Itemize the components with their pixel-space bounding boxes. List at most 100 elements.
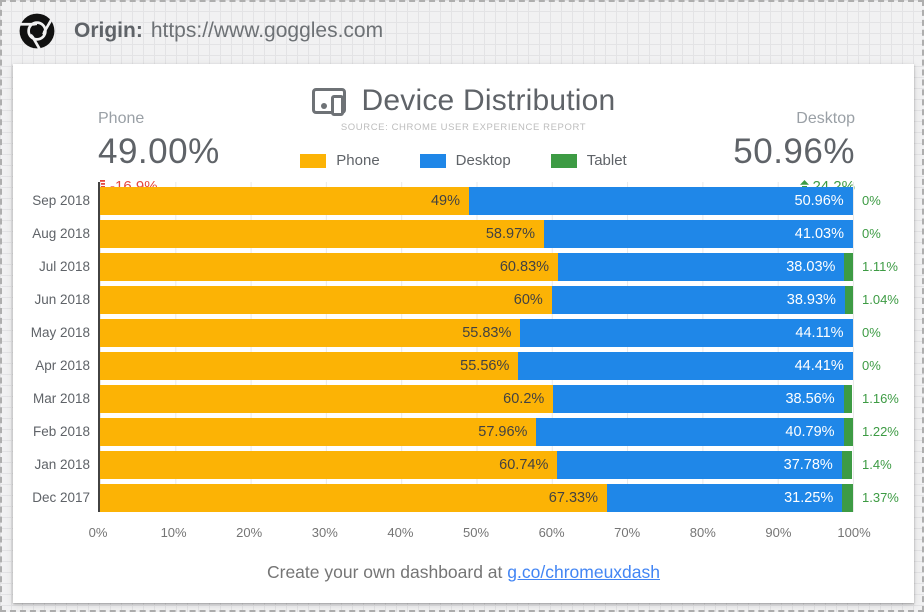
bar-segment-phone: 60.74% — [100, 451, 558, 479]
bar-value-label: 38.56% — [785, 391, 835, 407]
bar-segment-desktop: 40.79% — [536, 418, 844, 446]
origin-url: https://www.goggles.com — [150, 19, 384, 42]
tablet-value-label: 0% — [862, 193, 881, 208]
bar-segment-tablet — [844, 253, 853, 281]
bar-segment-phone: 58.97% — [100, 220, 545, 248]
bar-value-label: 37.78% — [783, 457, 833, 473]
tablet-value-label: 1.37% — [862, 490, 899, 505]
chart-row: Aug 2018 58.97% 41.03% 0% — [32, 220, 881, 248]
bar-value-label: 60.2% — [503, 391, 545, 407]
bar-segment-desktop: 38.93% — [551, 286, 845, 314]
origin-bar: Origin: https://www.goggles.com — [2, 2, 922, 60]
bar-segment-tablet — [844, 286, 853, 314]
x-axis: 0% 10% 20% 30% 40% 50% 60% 70% 80% 90% 100% — [89, 525, 871, 541]
tablet-value-label: 1.16% — [862, 391, 899, 406]
bar-segment-tablet — [841, 451, 853, 479]
bar-value-label: 55.83% — [462, 325, 512, 341]
row-label: Aug 2018 — [32, 226, 90, 241]
bar-value-label: 31.25% — [784, 490, 834, 506]
x-tick: 100% — [837, 525, 871, 540]
legend-label: Tablet — [586, 152, 627, 169]
bar-value-label: 67.33% — [548, 490, 598, 506]
bar-value-label: 38.93% — [786, 292, 836, 308]
chart-subtitle: SOURCE: CHROME USER EXPERIENCE REPORT — [340, 122, 587, 133]
legend-label: Desktop — [455, 152, 511, 169]
chart-row: Dec 2017 67.33% 31.25% 1.37% — [32, 484, 899, 512]
x-tick: 20% — [236, 525, 263, 540]
x-tick: 50% — [462, 525, 490, 540]
bar-segment-desktop: 50.96% — [468, 187, 853, 215]
footer-link[interactable]: g.co/chromeuxdash — [507, 562, 661, 582]
bar-segment-desktop: 38.03% — [558, 253, 845, 281]
bar-segment-phone: 60.2% — [100, 385, 554, 413]
desktop-stat-label: Desktop — [796, 110, 855, 127]
tablet-value-label: 0% — [862, 226, 881, 241]
chart-row: Apr 2018 55.56% 44.41% 0% — [35, 352, 881, 380]
tablet-value-label: 1.04% — [862, 292, 899, 307]
origin-label: Origin: — [74, 19, 143, 42]
x-tick: 90% — [765, 525, 792, 540]
bar-value-label: 44.11% — [795, 325, 844, 341]
row-label: Jan 2018 — [34, 457, 90, 472]
tablet-value-label: 1.4% — [862, 457, 892, 472]
bar-segment-phone: 55.83% — [100, 319, 521, 347]
devices-icon — [311, 88, 346, 116]
bar-segment-desktop: 44.11% — [520, 319, 853, 347]
bar-value-label: 50.96% — [794, 193, 844, 209]
chart-legend: Phone Desktop Tablet — [13, 152, 914, 169]
row-label: Dec 2017 — [32, 490, 90, 505]
bar-segment-phone: 57.96% — [100, 418, 537, 446]
legend-swatch — [300, 153, 327, 168]
x-tick: 40% — [387, 525, 414, 540]
legend-swatch — [419, 153, 446, 168]
row-label: May 2018 — [30, 325, 90, 340]
bar-value-label: 38.03% — [786, 259, 836, 275]
bar-value-label: 44.41% — [794, 358, 844, 374]
tablet-value-label: 0% — [862, 358, 881, 373]
legend-item-desktop[interactable]: Desktop — [419, 152, 511, 169]
bar-segment-phone: 60% — [100, 286, 552, 314]
bar-value-label: 55.56% — [460, 358, 510, 374]
row-label: Jul 2018 — [38, 259, 90, 274]
bar-value-label: 57.96% — [478, 424, 528, 440]
x-tick: 0% — [88, 525, 108, 540]
bar-value-label: 41.03% — [794, 226, 844, 242]
tablet-value-label: 1.11% — [862, 259, 898, 274]
bar-segment-tablet — [842, 484, 853, 512]
bar-value-label: 60.83% — [499, 259, 550, 275]
bar-segment-tablet — [843, 385, 853, 413]
bar-segment-phone: 49% — [100, 187, 469, 215]
bar-segment-desktop: 41.03% — [544, 220, 853, 248]
bar-segment-phone: 55.56% — [100, 352, 519, 380]
chart-row: Feb 2018 57.96% 40.79% 1.22% — [33, 418, 899, 446]
chart-row: Mar 2018 60.2% 38.56% 1.16% — [33, 385, 899, 413]
card-header: Device Distribution SOURCE: CHROME USER … — [13, 84, 914, 133]
x-tick: 80% — [689, 525, 716, 540]
desktop-stat-value: 50.96% — [733, 132, 855, 171]
legend-item-phone[interactable]: Phone — [300, 152, 380, 169]
row-label: Sep 2018 — [32, 193, 90, 208]
bar-segment-phone: 60.83% — [100, 253, 559, 281]
card-footer: Create your own dashboard at g.co/chrome… — [13, 562, 914, 583]
x-tick: 60% — [538, 525, 565, 540]
bar-segment-desktop: 37.78% — [557, 451, 842, 479]
row-label: Apr 2018 — [35, 358, 90, 373]
x-tick: 30% — [311, 525, 338, 540]
x-tick: 70% — [614, 525, 641, 540]
phone-stat-value: 49.00% — [98, 132, 220, 171]
bar-segment-desktop: 44.41% — [518, 352, 853, 380]
row-label: Feb 2018 — [32, 424, 90, 439]
chart-row: Jul 2018 60.83% 38.03% 1.11% — [39, 253, 898, 281]
chrome-logo-icon — [19, 13, 55, 50]
chart-plot-area: Sep 2018 49% 50.96% 0% Aug 2018 58.97% 41.03% 0… — [31, 182, 899, 512]
tablet-value-label: 0% — [862, 325, 881, 340]
chart-row: Jan 2018 60.74% 37.78% 1.4% — [34, 451, 892, 479]
chart-row: May 2018 55.83% 44.11% 0% — [31, 319, 881, 347]
legend-label: Phone — [336, 152, 380, 169]
bar-segment-phone: 67.33% — [100, 484, 607, 512]
phone-stat-label: Phone — [98, 110, 145, 127]
footer-text: Create your own dashboard at — [266, 562, 508, 582]
bar-value-label: 60% — [513, 292, 543, 308]
bar-value-label: 60.74% — [499, 457, 549, 473]
legend-item-tablet[interactable]: Tablet — [550, 152, 627, 169]
